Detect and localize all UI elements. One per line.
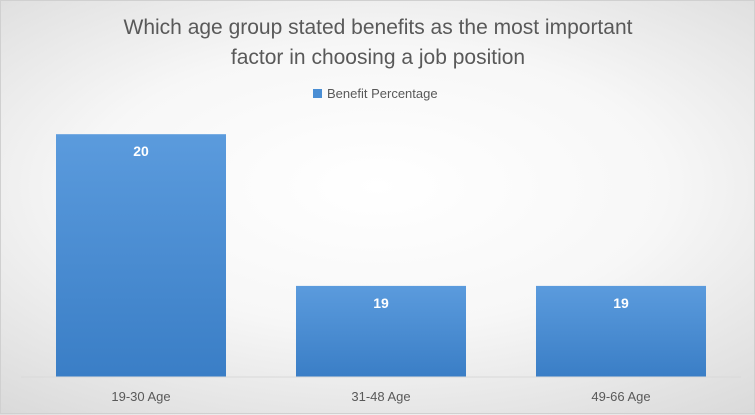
bar-2 (296, 285, 466, 377)
x-tick-label-2: 31-48 Age (351, 389, 410, 404)
chart-title-line-1: Which age group stated benefits as the m… (124, 16, 633, 39)
data-label-2: 19 (373, 295, 389, 311)
legend-label: Benefit Percentage (327, 86, 438, 101)
data-label-3: 19 (613, 295, 629, 311)
data-labels: 20 19 19 (133, 143, 629, 311)
x-tick-label-1: 19-30 Age (111, 389, 170, 404)
legend: Benefit Percentage (313, 86, 438, 101)
x-axis-ticks: 19-30 Age 31-48 Age 49-66 Age (111, 389, 650, 404)
data-label-1: 20 (133, 143, 149, 159)
legend-swatch (313, 89, 322, 98)
bar-3 (536, 285, 706, 377)
x-tick-label-3: 49-66 Age (591, 389, 650, 404)
bar-1 (56, 134, 226, 377)
chart-title-line-2: factor in choosing a job position (231, 46, 525, 69)
bars (56, 134, 706, 377)
